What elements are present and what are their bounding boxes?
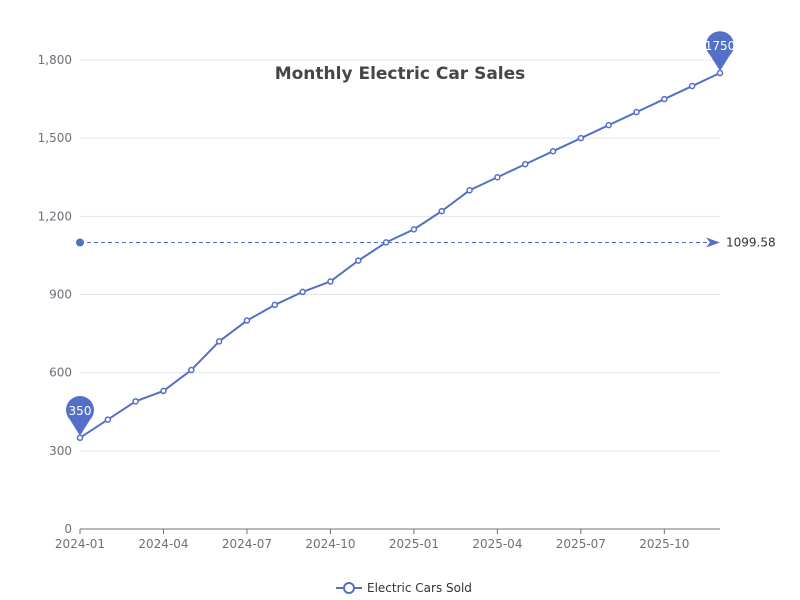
data-point[interactable] (243, 317, 251, 324)
axis-layer: 0 300 600 900 1,200 1,500 1,800 2024-01 2024-04 2… (38, 53, 720, 551)
data-point[interactable] (494, 174, 501, 181)
data-point[interactable] (188, 366, 195, 374)
data-point[interactable] (688, 82, 696, 90)
legend-circle-icon (343, 582, 355, 594)
data-point[interactable] (605, 121, 612, 129)
data-point[interactable] (577, 134, 585, 142)
series-line (79, 72, 721, 439)
mark-line-layer: 1099.58 (76, 235, 776, 249)
y-tick-label: 300 (49, 444, 72, 458)
x-tick-label: 2025-01 (389, 537, 439, 551)
x-tick-label: 2025-04 (472, 537, 522, 551)
chart-title: Monthly Electric Car Sales (275, 64, 526, 84)
x-tick-label: 2025-07 (556, 537, 606, 551)
data-point[interactable] (438, 207, 445, 215)
mark-point-label: 1750 (705, 39, 736, 53)
data-point[interactable] (104, 416, 112, 423)
data-point[interactable] (299, 288, 306, 296)
data-point[interactable] (215, 338, 223, 345)
data-point[interactable] (466, 187, 473, 194)
data-point[interactable] (160, 387, 167, 395)
data-point[interactable] (633, 108, 640, 116)
mark-point-pin-icon (66, 396, 94, 436)
data-point[interactable] (327, 278, 334, 285)
x-tick-label: 2025-10 (639, 537, 689, 551)
y-tick-label: 1,800 (38, 53, 72, 67)
legend-label: Electric Cars Sold (367, 581, 472, 595)
series-layer (76, 69, 724, 442)
y-tick-label: 1,500 (38, 131, 72, 145)
mark-point-pin-icon (706, 31, 735, 72)
y-tick-label: 0 (64, 522, 72, 536)
data-point[interactable] (410, 226, 418, 233)
mark-line-label: 1099.58 (726, 235, 776, 249)
mark-point-label: 350 (69, 404, 92, 418)
x-tick-label: 2024-04 (138, 537, 188, 551)
data-point[interactable] (521, 160, 529, 168)
data-point[interactable] (549, 147, 557, 155)
y-tick-label: 1,200 (38, 209, 72, 223)
data-point[interactable] (382, 239, 390, 246)
y-tick-label: 900 (49, 288, 72, 302)
mark-line-arrow-icon (706, 237, 720, 248)
data-point[interactable] (661, 95, 668, 103)
x-tick-label: 2024-10 (305, 537, 355, 551)
data-point[interactable] (355, 257, 362, 264)
x-tick-label: 2024-07 (222, 537, 272, 551)
legend[interactable]: Electric Cars Sold (336, 581, 472, 595)
y-tick-label: 600 (49, 366, 72, 380)
x-tick-label: 2024-01 (55, 537, 105, 551)
data-point[interactable] (132, 398, 139, 405)
data-point[interactable] (271, 301, 279, 309)
mark-point-layer: 350 1750 (66, 31, 735, 436)
data-point[interactable] (716, 69, 724, 77)
data-point[interactable] (76, 434, 84, 442)
